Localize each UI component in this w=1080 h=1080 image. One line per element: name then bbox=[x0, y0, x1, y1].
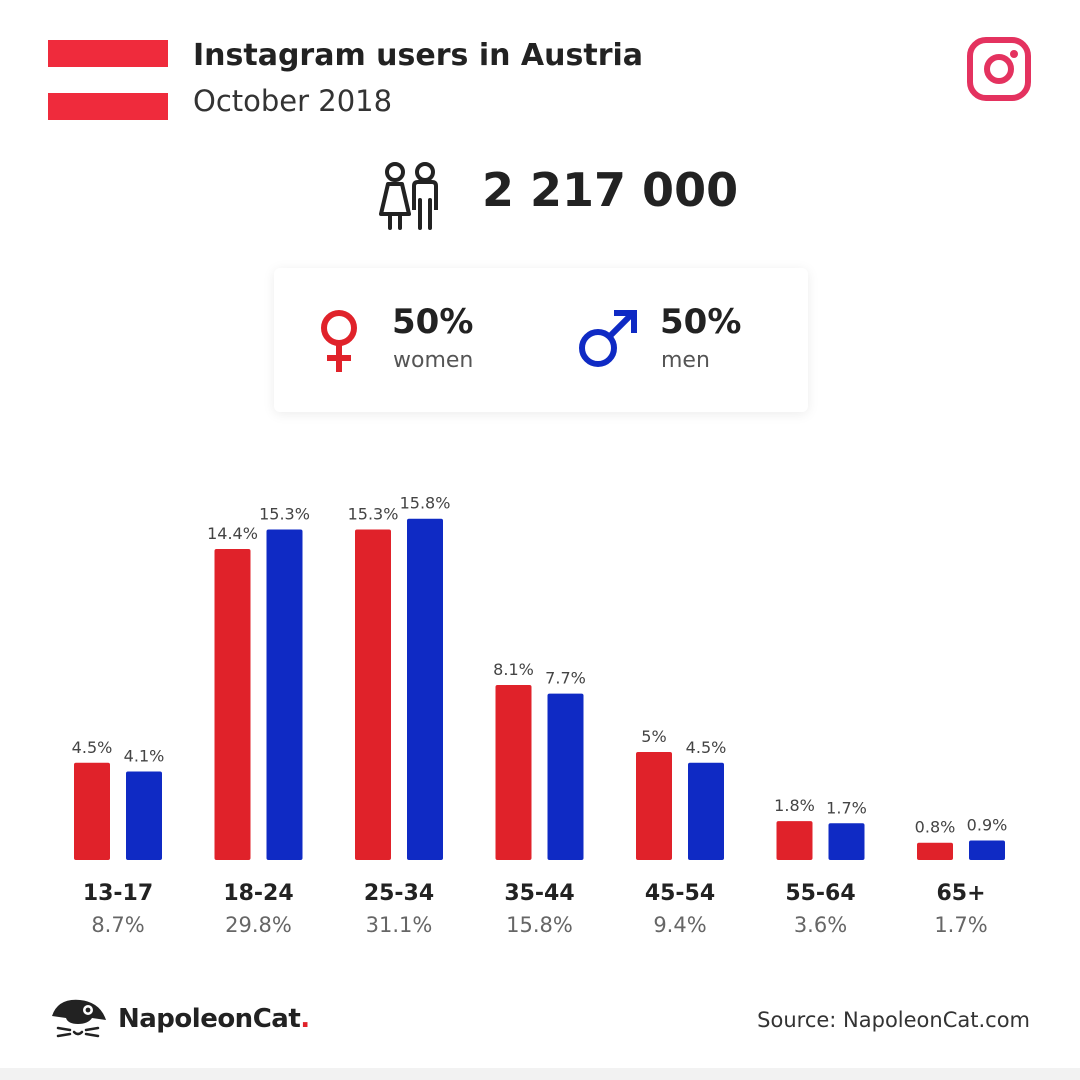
men-percentage: 50% bbox=[660, 302, 742, 342]
total-users-value: 2 217 000 bbox=[482, 163, 739, 217]
instagram-icon bbox=[967, 37, 1031, 101]
category-total-35-44: 15.8% bbox=[506, 913, 573, 937]
category-label-13-17: 13-17 bbox=[83, 881, 153, 906]
category-label-45-54: 45-54 bbox=[645, 881, 715, 906]
women-label: women bbox=[393, 348, 474, 373]
bar-label-women-35-44: 8.1% bbox=[493, 660, 534, 679]
flag-stripe-bottom bbox=[48, 93, 168, 120]
bar-men-18-24 bbox=[266, 529, 303, 860]
bar-label-women-45-54: 5% bbox=[641, 727, 666, 746]
bar-label-men-55-64: 1.7% bbox=[826, 798, 867, 817]
bottom-bar bbox=[0, 1068, 1080, 1080]
category-total-45-54: 9.4% bbox=[653, 913, 706, 937]
bar-women-65+ bbox=[917, 842, 953, 860]
bar-men-13-17 bbox=[126, 771, 162, 860]
gender-split-card: 50% women 50% men bbox=[274, 268, 808, 412]
bar-men-45-54 bbox=[688, 762, 724, 860]
category-label-18-24: 18-24 bbox=[223, 881, 293, 906]
bar-label-men-35-44: 7.7% bbox=[545, 669, 586, 688]
bar-label-women-18-24: 14.4% bbox=[207, 524, 258, 543]
brand-name: NapoleonCat. bbox=[118, 1004, 310, 1034]
category-label-55-64: 55-64 bbox=[785, 881, 855, 906]
category-total-55-64: 3.6% bbox=[794, 913, 847, 937]
category-label-65+: 65+ bbox=[936, 881, 985, 906]
men-label: men bbox=[661, 348, 710, 373]
bar-men-25-34 bbox=[407, 518, 443, 860]
age-distribution-chart: 4.5% 4.1%13-178.7%14.4%15.3%18-2429.8%15.… bbox=[72, 494, 1008, 937]
category-label-25-34: 25-34 bbox=[364, 881, 434, 906]
bar-men-65+ bbox=[969, 840, 1005, 860]
bar-women-13-17 bbox=[74, 762, 110, 860]
bar-women-25-34 bbox=[355, 529, 391, 860]
bar-women-35-44 bbox=[495, 685, 532, 860]
category-total-25-34: 31.1% bbox=[366, 913, 433, 937]
bar-men-55-64 bbox=[828, 823, 865, 860]
bar-label-women-65+: 0.8% bbox=[915, 818, 956, 837]
brand-dot: . bbox=[300, 1004, 310, 1034]
category-total-13-17: 8.7% bbox=[91, 913, 144, 937]
bar-label-men-45-54: 4.5% bbox=[686, 738, 727, 757]
category-label-35-44: 35-44 bbox=[504, 881, 574, 906]
female-icon bbox=[321, 310, 357, 372]
brand-name-text: NapoleonCat bbox=[118, 1004, 301, 1034]
bar-men-35-44 bbox=[547, 693, 584, 860]
women-percentage: 50% bbox=[392, 302, 474, 342]
flag-stripe-top bbox=[48, 40, 168, 67]
bar-label-women-13-17: 4.5% bbox=[72, 738, 113, 757]
austria-flag-icon bbox=[48, 40, 168, 120]
bar-women-55-64 bbox=[776, 821, 813, 860]
users-icon bbox=[379, 162, 438, 230]
bar-label-men-18-24: 15.3% bbox=[259, 505, 310, 524]
page-title: Instagram users in Austria bbox=[193, 38, 644, 73]
napoleoncat-logo-icon bbox=[52, 999, 106, 1038]
bar-label-women-55-64: 1.8% bbox=[774, 796, 815, 815]
male-icon bbox=[579, 310, 637, 367]
bar-label-men-65+: 0.9% bbox=[967, 816, 1008, 835]
bar-women-45-54 bbox=[636, 752, 672, 860]
bar-women-18-24 bbox=[214, 548, 251, 860]
page-subtitle: October 2018 bbox=[193, 84, 393, 118]
category-total-18-24: 29.8% bbox=[225, 913, 292, 937]
bar-label-women-25-34: 15.3% bbox=[348, 505, 399, 524]
flag-stripe-middle bbox=[48, 67, 168, 93]
bar-label-men-13-17: 4.1% bbox=[124, 746, 165, 765]
source-note: Source: NapoleonCat.com bbox=[757, 1008, 1030, 1032]
category-total-65+: 1.7% bbox=[934, 913, 987, 937]
bar-label-men-25-34: 15.8% bbox=[400, 494, 451, 513]
